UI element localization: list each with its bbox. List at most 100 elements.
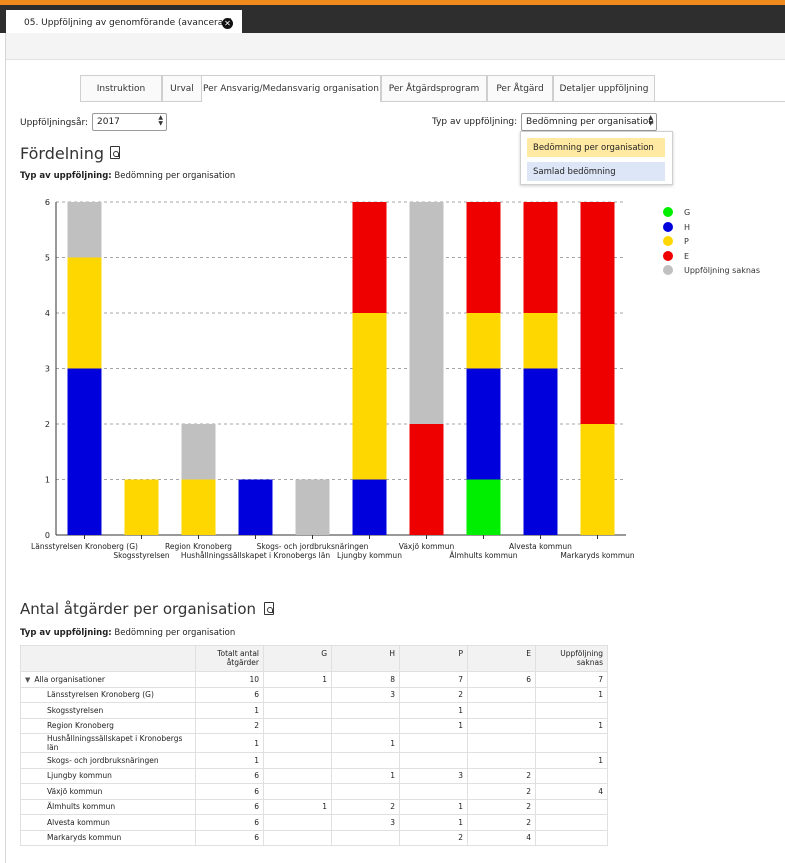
table-cell (263, 686, 332, 703)
legend-swatch (663, 207, 673, 217)
table-header-row: Totalt antal åtgärder G H P E Uppföljning sak… (20, 645, 608, 672)
bar-segment (466, 368, 501, 480)
table-cell: 8 (331, 671, 400, 688)
x-tick-label: Länsstyrelsen Kronoberg (G) (31, 542, 138, 551)
table-cell (331, 752, 400, 769)
type-select[interactable]: Bedömning per organisation ▲ ▼ (521, 113, 657, 131)
spinner-icon[interactable]: ▲ ▼ (158, 114, 163, 127)
table-row[interactable]: Skogsstyrelsen 1 1 (20, 702, 608, 719)
row-name: Länsstyrelsen Kronoberg (G) (20, 686, 196, 703)
table-cell (263, 702, 332, 719)
dropdown-option[interactable]: Samlad bedömning (527, 162, 665, 181)
table-row[interactable]: Ljungby kommun 6 1 3 2 (20, 767, 608, 784)
legend-swatch (663, 250, 673, 261)
collapse-icon[interactable]: ▼ (25, 675, 31, 684)
table-cell (331, 783, 400, 800)
table-cell: 1 (399, 702, 468, 719)
dropdown-option[interactable]: Bedömning per organisation (527, 138, 665, 157)
column-header (20, 645, 196, 672)
bar-segment (352, 479, 387, 535)
bar-segment (466, 202, 501, 313)
table-row[interactable]: Älmhults kommun 6 1 2 1 2 (20, 798, 608, 815)
table-cell: 6 (195, 686, 264, 703)
table-cell: 2 (399, 829, 468, 846)
table-cell (263, 783, 332, 800)
table-cell: 2 (467, 767, 536, 784)
divider (5, 33, 6, 863)
tab-per-atgard[interactable]: Per Åtgärd (487, 75, 553, 101)
table-row[interactable]: Markaryds kommun 6 2 4 (20, 829, 608, 846)
bar-segment (67, 368, 102, 535)
close-icon[interactable]: ✕ (222, 18, 233, 29)
table-cell (331, 717, 400, 734)
table-cell (535, 702, 608, 719)
table-cell (331, 702, 400, 719)
tab-per-organisation[interactable]: Per Ansvarig/Medansvarig organisation (201, 75, 381, 102)
pdf-icon[interactable] (264, 602, 274, 615)
bar-segment (181, 479, 216, 535)
table-row[interactable]: Länsstyrelsen Kronoberg (G) 6 3 2 1 (20, 686, 608, 703)
tab-instruktion[interactable]: Instruktion (80, 75, 162, 101)
table-cell: 4 (467, 829, 536, 846)
row-name: Skogsstyrelsen (20, 702, 196, 719)
table-row[interactable]: Skogs- och jordbruksnäringen 1 1 (20, 752, 608, 769)
table-row[interactable]: Växjö kommun 6 2 4 (20, 783, 608, 800)
legend-label: Uppföljning saknas (684, 266, 760, 276)
table-row[interactable]: Region Kronoberg 2 1 1 (20, 717, 608, 734)
table-cell: 3 (331, 686, 400, 703)
table-cell: 1 (331, 767, 400, 784)
legend-label: P (684, 237, 689, 247)
column-header: P (399, 645, 468, 672)
row-name: Älmhults kommun (20, 798, 196, 815)
table-cell (263, 829, 332, 846)
subtitle-value: Bedömning per organisation (114, 628, 236, 638)
table-row[interactable]: ▼ Alla organisationer 10 1 8 7 6 7 (20, 671, 608, 688)
row-name: Hushållningssällskapet i Kronobergs län (20, 733, 196, 753)
table-cell (263, 767, 332, 784)
table-cell: 1 (263, 671, 332, 688)
table-cell: 6 (195, 767, 264, 784)
pdf-icon[interactable] (110, 146, 120, 159)
table-cell (535, 733, 608, 753)
bar-segment (352, 202, 387, 313)
table-cell (263, 752, 332, 769)
table-row[interactable]: Alvesta kommun 6 3 1 2 (20, 814, 608, 831)
bar-segment (466, 313, 501, 369)
table-cell (467, 752, 536, 769)
table-cell: 1 (399, 717, 468, 734)
table-cell: 7 (399, 671, 468, 688)
column-header: G (263, 645, 332, 672)
bar-segment (523, 313, 558, 369)
table-cell: 1 (535, 717, 608, 734)
year-select[interactable]: 2017 ▲ ▼ (92, 113, 167, 131)
type-label: Typ av uppföljning: (432, 117, 518, 127)
y-tick-label: 0 (45, 531, 50, 540)
legend-label: E (684, 251, 690, 261)
legend-label: H (684, 222, 691, 232)
row-label: Alla organisationer (34, 674, 105, 684)
spinner-icon[interactable]: ▲ ▼ (648, 114, 653, 127)
table-cell: 6 (195, 798, 264, 815)
year-value: 2017 (97, 117, 120, 127)
subtitle-label: Typ av uppföljning: (20, 171, 112, 181)
table-cell: 1 (195, 752, 264, 769)
table-cell: 6 (195, 814, 264, 831)
table-cell: 4 (535, 783, 608, 800)
table-cell: 7 (535, 671, 608, 688)
tab-detaljer[interactable]: Detaljer uppföljning (553, 75, 655, 101)
table-cell (535, 767, 608, 784)
table-cell (467, 717, 536, 734)
table-row[interactable]: Hushållningssällskapet i Kronobergs län 1… (20, 733, 608, 753)
bar-segment (295, 479, 330, 535)
table-cell: 10 (195, 671, 264, 688)
subtitle-value: Bedömning per organisation (114, 171, 236, 181)
table-cell: 6 (195, 783, 264, 800)
toolbar-strip (6, 33, 785, 60)
bar-segment (523, 368, 558, 535)
tab-urval[interactable]: Urval (162, 75, 202, 101)
table-cell: 2 (467, 814, 536, 831)
table-cell (467, 686, 536, 703)
tab-per-atgardsprogram[interactable]: Per Åtgärdsprogram (381, 75, 487, 101)
row-name: Skogs- och jordbruksnäringen (20, 752, 196, 769)
table-cell (399, 783, 468, 800)
